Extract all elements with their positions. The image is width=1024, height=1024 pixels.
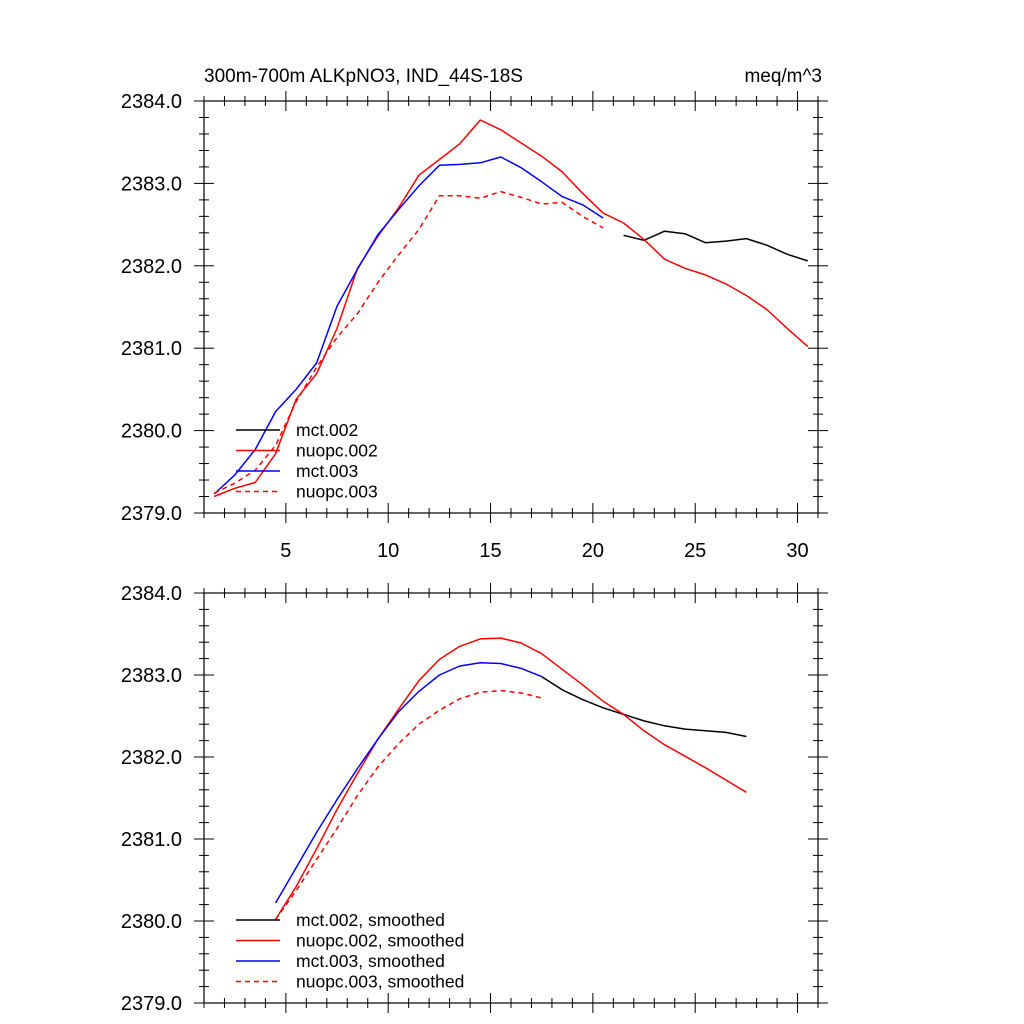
legend-label: nuopc.003 — [296, 482, 378, 502]
top-series-line-3 — [213, 156, 604, 495]
y-tick-label: 2384.0 — [121, 583, 182, 605]
y-tick-label: 2380.0 — [121, 421, 182, 443]
y-tick-label: 2379.0 — [121, 993, 182, 1015]
chart-units: meq/m^3 — [744, 66, 822, 87]
x-tick-label: 5 — [280, 540, 291, 562]
x-tick-label: 20 — [582, 540, 604, 562]
legend-label: mct.002 — [296, 420, 358, 440]
x-tick-label: 10 — [377, 540, 399, 562]
x-tick-label: 30 — [786, 540, 808, 562]
legend-label: nuopc.003, smoothed — [296, 972, 464, 992]
y-tick-label: 2382.0 — [121, 747, 182, 769]
top-series-line-2 — [213, 119, 809, 498]
y-tick-label: 2384.0 — [121, 91, 182, 113]
chart-title: 300m-700m ALKpNO3, IND_44S-18S — [204, 66, 523, 87]
y-tick-label: 2381.0 — [121, 829, 182, 851]
legend-label: mct.002, smoothed — [296, 910, 445, 930]
y-tick-label: 2382.0 — [121, 256, 182, 278]
bottom-series-line-2 — [274, 637, 747, 920]
y-tick-label: 2383.0 — [121, 173, 182, 195]
legend-label: mct.003, smoothed — [296, 951, 445, 971]
bottom-series-line-3 — [274, 661, 542, 904]
y-tick-label: 2381.0 — [121, 338, 182, 360]
bottom-series-line-4 — [274, 689, 542, 920]
y-tick-label: 2383.0 — [121, 665, 182, 687]
legend-label: nuopc.002, smoothed — [296, 931, 464, 951]
x-tick-label: 25 — [684, 540, 706, 562]
legend-label: nuopc.002 — [296, 441, 378, 461]
top-series-line-4 — [213, 190, 604, 494]
y-tick-label: 2379.0 — [121, 503, 182, 525]
top-chart-panel: 300m-700m ALKpNO3, IND_44S-18S meq/m^3 5… — [121, 66, 828, 562]
bottom-series-line-1 — [541, 675, 747, 738]
x-tick-label: 15 — [479, 540, 501, 562]
bottom-chart-panel: 2379.0 2380.0 2381.0 2382.0 2383.0 2384.0 mct.… — [121, 583, 828, 1015]
top-series-line-1 — [623, 230, 809, 262]
legend-label: mct.003 — [296, 461, 358, 481]
y-tick-label: 2380.0 — [121, 911, 182, 933]
